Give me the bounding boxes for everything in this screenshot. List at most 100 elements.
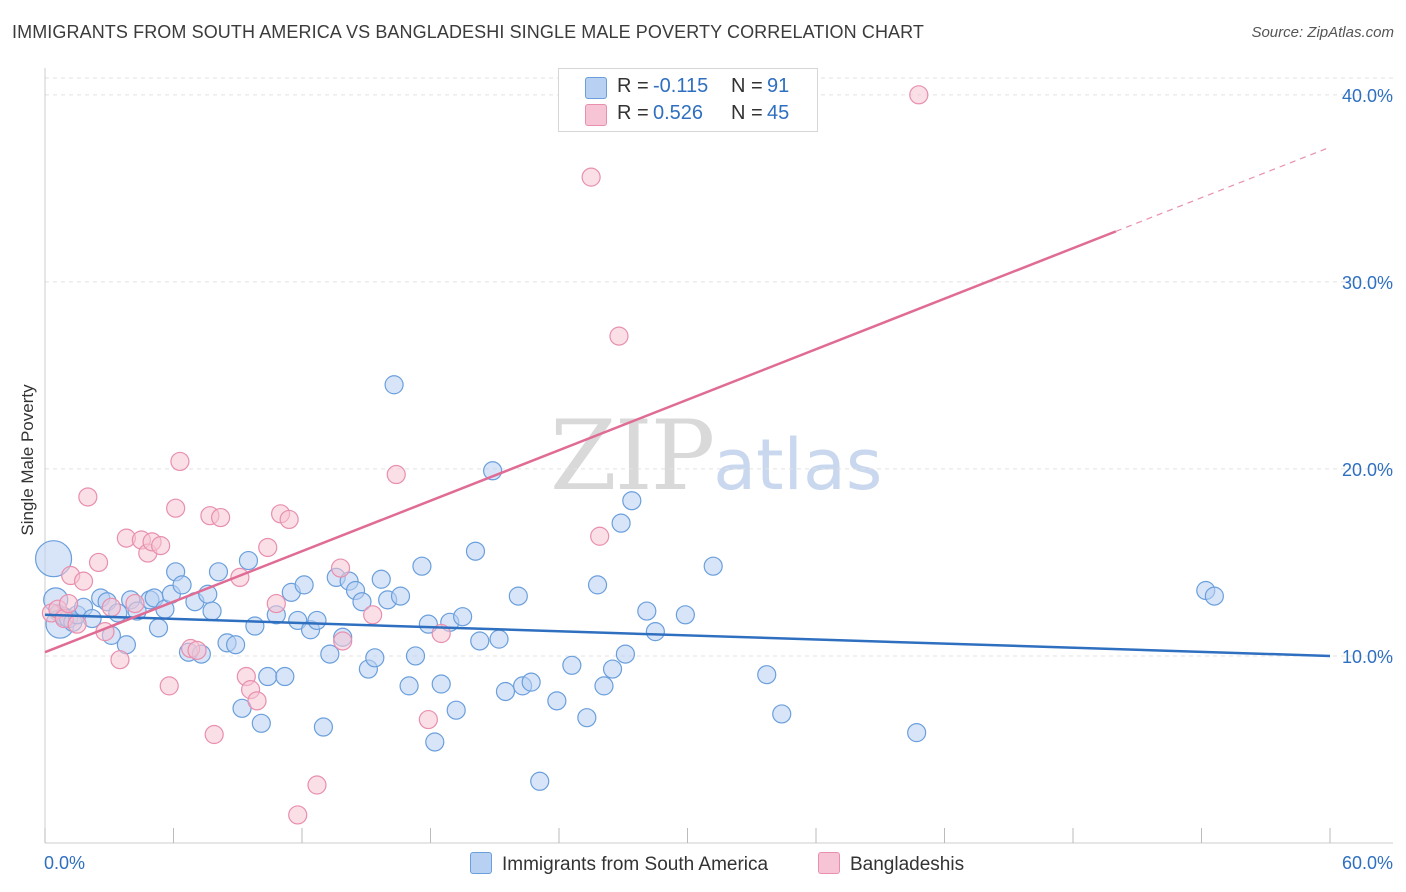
south-america-point: [757, 665, 777, 685]
south-america-point: [258, 666, 278, 687]
south-america-point: [208, 562, 229, 582]
south-america-point: [470, 631, 490, 651]
bangladeshi-point: [609, 326, 629, 346]
legend-item-south-america: Immigrants from South America: [470, 852, 768, 876]
x-tick-label: 0.0%: [44, 853, 85, 873]
south-america-point: [587, 575, 608, 595]
bangladeshi-point: [418, 709, 438, 730]
bangladeshi-point: [307, 775, 327, 795]
chart-title: IMMIGRANTS FROM SOUTH AMERICA VS BANGLAD…: [12, 22, 925, 42]
swatch-bangladeshis: [585, 104, 607, 126]
r-value: 0.526: [653, 102, 704, 124]
bangladeshi-point: [151, 536, 171, 556]
south-america-point: [412, 556, 432, 576]
bangladeshi-point: [333, 631, 353, 651]
south-america-point: [313, 717, 334, 737]
south-america-point: [495, 681, 516, 702]
south-america-point: [645, 622, 665, 642]
bangladeshi-point: [279, 509, 299, 530]
bangladeshi-point: [909, 85, 929, 105]
bangladeshi-point: [386, 464, 406, 485]
bangladeshi-point: [266, 593, 286, 614]
south-america-point: [352, 592, 372, 612]
r-label: R =: [617, 102, 649, 124]
legend-item-bangladeshis: Bangladeshis: [818, 852, 964, 876]
south-america-point: [320, 644, 340, 664]
bangladeshi-point: [288, 805, 308, 825]
bangladeshi-trendline: [44, 230, 1117, 654]
watermark-atlas: atlas: [713, 424, 883, 506]
south-america-point: [703, 556, 723, 576]
south-america-point: [547, 691, 567, 711]
bangladeshi-point: [431, 623, 451, 644]
south-america-point: [594, 676, 614, 696]
south-america-point: [431, 674, 451, 694]
bangladeshi-point: [590, 526, 610, 546]
south-america-point: [288, 610, 308, 631]
n-value: 45: [767, 102, 790, 124]
bangladeshi-point: [247, 691, 267, 711]
bangladeshi-point: [330, 558, 351, 578]
south-america-point: [34, 540, 73, 578]
south-america-point: [772, 704, 792, 724]
south-america-point: [577, 708, 597, 728]
south-america-point: [251, 713, 271, 733]
bangladeshi-point: [363, 605, 383, 625]
south-america-point: [637, 601, 657, 621]
swatch-bangladeshis: [818, 852, 840, 874]
south-america-point: [275, 666, 295, 687]
south-america-point: [602, 659, 623, 679]
south-america-point: [508, 586, 528, 606]
south-america-point: [622, 491, 642, 511]
bangladeshi-trendline-extension: [1115, 146, 1331, 232]
south-america-point: [202, 601, 222, 621]
bangladeshi-point: [581, 167, 601, 187]
r-value: -0.115: [653, 75, 709, 97]
y-tick-label: 30.0%: [1342, 273, 1393, 293]
south-america-point: [418, 614, 438, 634]
n-label: N =: [731, 102, 763, 124]
y-tick-label: 40.0%: [1342, 86, 1393, 106]
south-america-point: [907, 723, 927, 743]
south-america-point: [405, 646, 426, 666]
south-america-point: [465, 541, 486, 561]
south-america-point: [371, 569, 391, 589]
bangladeshi-point: [78, 487, 98, 507]
south-america-point: [365, 648, 385, 668]
bangladeshi-point: [125, 593, 145, 614]
south-america-point: [562, 655, 582, 675]
bangladeshi-point: [211, 507, 231, 528]
bangladeshi-point: [159, 676, 179, 696]
south-america-point: [307, 610, 327, 631]
bangladeshi-point: [73, 571, 94, 591]
swatch-south-america: [585, 77, 607, 99]
correlation-legend: R = -0.115 N = 91 R = 0.526 N = 45: [558, 68, 818, 132]
south-america-point: [226, 635, 246, 655]
bangladeshi-point: [110, 650, 130, 670]
y-tick-label: 20.0%: [1342, 460, 1393, 480]
legend-label: Bangladeshis: [850, 854, 965, 875]
source-label: Source: ZipAtlas.com: [1251, 24, 1394, 41]
south-america-point: [530, 771, 550, 791]
bangladeshi-point: [204, 724, 224, 745]
swatch-south-america: [470, 852, 492, 874]
bangladeshi-point: [166, 498, 186, 518]
south-america-point: [489, 629, 509, 649]
south-america-trendline: [44, 613, 1331, 658]
south-america-point: [384, 375, 404, 395]
south-america-point: [1204, 586, 1224, 606]
bangladeshi-point: [187, 640, 207, 660]
south-america-point: [446, 700, 466, 720]
south-america-point: [245, 616, 265, 636]
bangladeshi-point: [101, 597, 121, 617]
south-america-point: [675, 605, 695, 625]
n-value: 91: [767, 75, 790, 97]
bangladeshi-point: [170, 451, 190, 472]
south-america-point: [399, 676, 419, 696]
south-america-point: [390, 586, 411, 606]
r-label: R =: [617, 75, 649, 97]
bangladeshi-point: [88, 552, 109, 573]
bangladeshi-point: [58, 593, 79, 614]
x-tick-label: 60.0%: [1342, 853, 1393, 873]
